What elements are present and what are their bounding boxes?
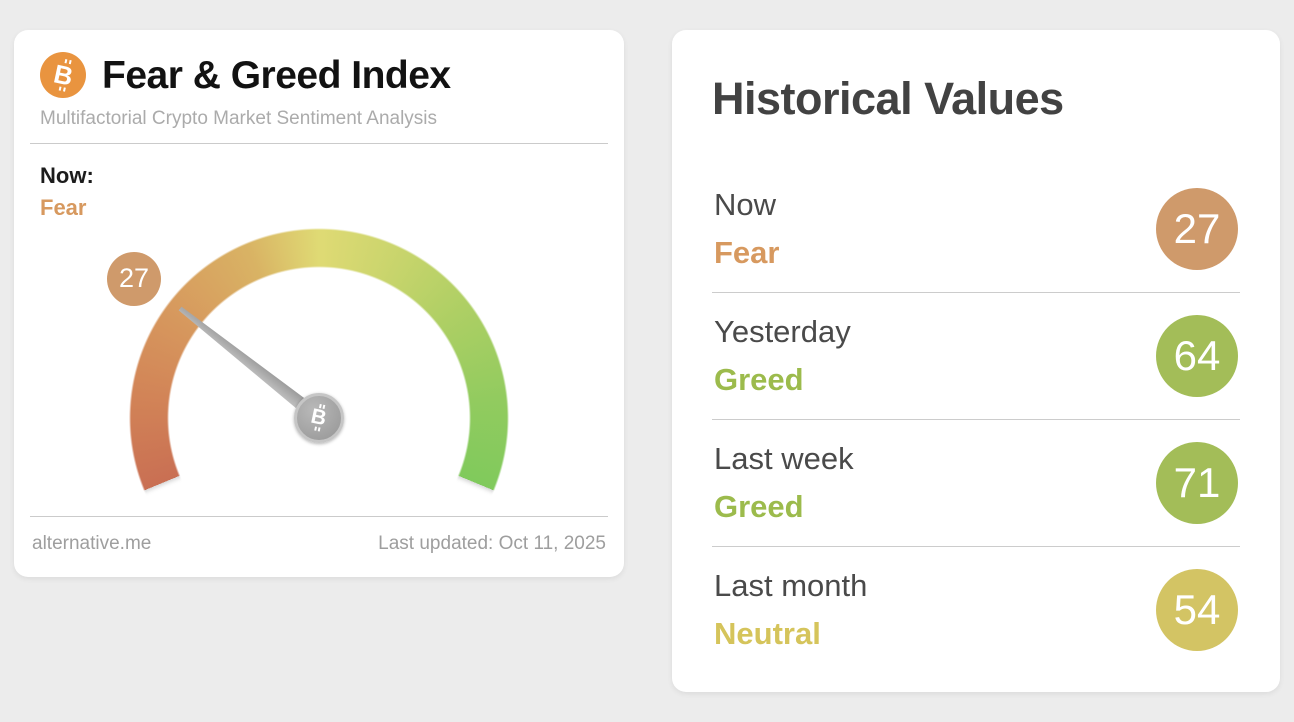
bitcoin-glyph: B bbox=[50, 58, 76, 92]
history-classification: Fear bbox=[714, 234, 780, 270]
gauge: B 27 bbox=[14, 226, 624, 608]
source-link[interactable]: alternative.me bbox=[32, 533, 152, 554]
bitcoin-glyph: B bbox=[309, 404, 329, 431]
now-classification: Fear bbox=[40, 194, 87, 220]
history-period-label: Now bbox=[714, 186, 777, 222]
history-classification: Greed bbox=[714, 361, 804, 397]
bitcoin-icon: B bbox=[40, 52, 86, 98]
history-value-badge: 54 bbox=[1156, 568, 1238, 651]
gauge-needle bbox=[174, 301, 324, 425]
history-row-texts: Now Fear bbox=[714, 187, 779, 271]
history-row-yesterday: Yesterday Greed 64 bbox=[712, 293, 1240, 420]
header-divider bbox=[30, 143, 608, 144]
history-period-label: Yesterday bbox=[714, 313, 851, 349]
historical-values-card: Historical Values Now Fear 27 Yesterday … bbox=[672, 30, 1280, 692]
last-updated-text: Last updated: Oct 11, 2025 bbox=[378, 533, 606, 554]
history-classification: Greed bbox=[714, 488, 804, 524]
history-row-last-month: Last month Neutral 54 bbox=[712, 547, 1240, 673]
now-label: Now: bbox=[40, 163, 94, 188]
history-value-badge: 71 bbox=[1156, 441, 1238, 524]
fear-greed-card: B Fear & Greed Index Multifactorial Cryp… bbox=[14, 30, 624, 608]
current-sentiment: Now: Fear bbox=[14, 144, 624, 224]
card-title: Fear & Greed Index bbox=[102, 53, 451, 97]
history-row-now: Now Fear 27 bbox=[712, 166, 1240, 293]
historical-rows: Now Fear 27 Yesterday Greed 64 Last week bbox=[712, 166, 1240, 673]
history-value-badge: 64 bbox=[1156, 314, 1238, 397]
gauge-value-badge: 27 bbox=[107, 251, 161, 306]
history-row-texts: Last week Greed bbox=[714, 441, 854, 525]
history-period-label: Last month bbox=[714, 567, 868, 603]
historical-values-title: Historical Values bbox=[712, 73, 1064, 124]
gauge-hub-bitcoin-icon: B bbox=[294, 392, 344, 443]
card-subtitle: Multifactorial Crypto Market Sentiment A… bbox=[40, 108, 438, 129]
history-period-label: Last week bbox=[714, 440, 854, 476]
history-classification: Neutral bbox=[714, 615, 821, 651]
card-footer: alternative.me Last updated: Oct 11, 202… bbox=[30, 516, 608, 577]
history-row-last-week: Last week Greed 71 bbox=[712, 420, 1240, 547]
history-row-texts: Last month Neutral bbox=[714, 568, 867, 652]
history-value-badge: 27 bbox=[1156, 187, 1238, 270]
card-header: B Fear & Greed Index bbox=[14, 30, 624, 98]
history-row-texts: Yesterday Greed bbox=[714, 314, 851, 398]
